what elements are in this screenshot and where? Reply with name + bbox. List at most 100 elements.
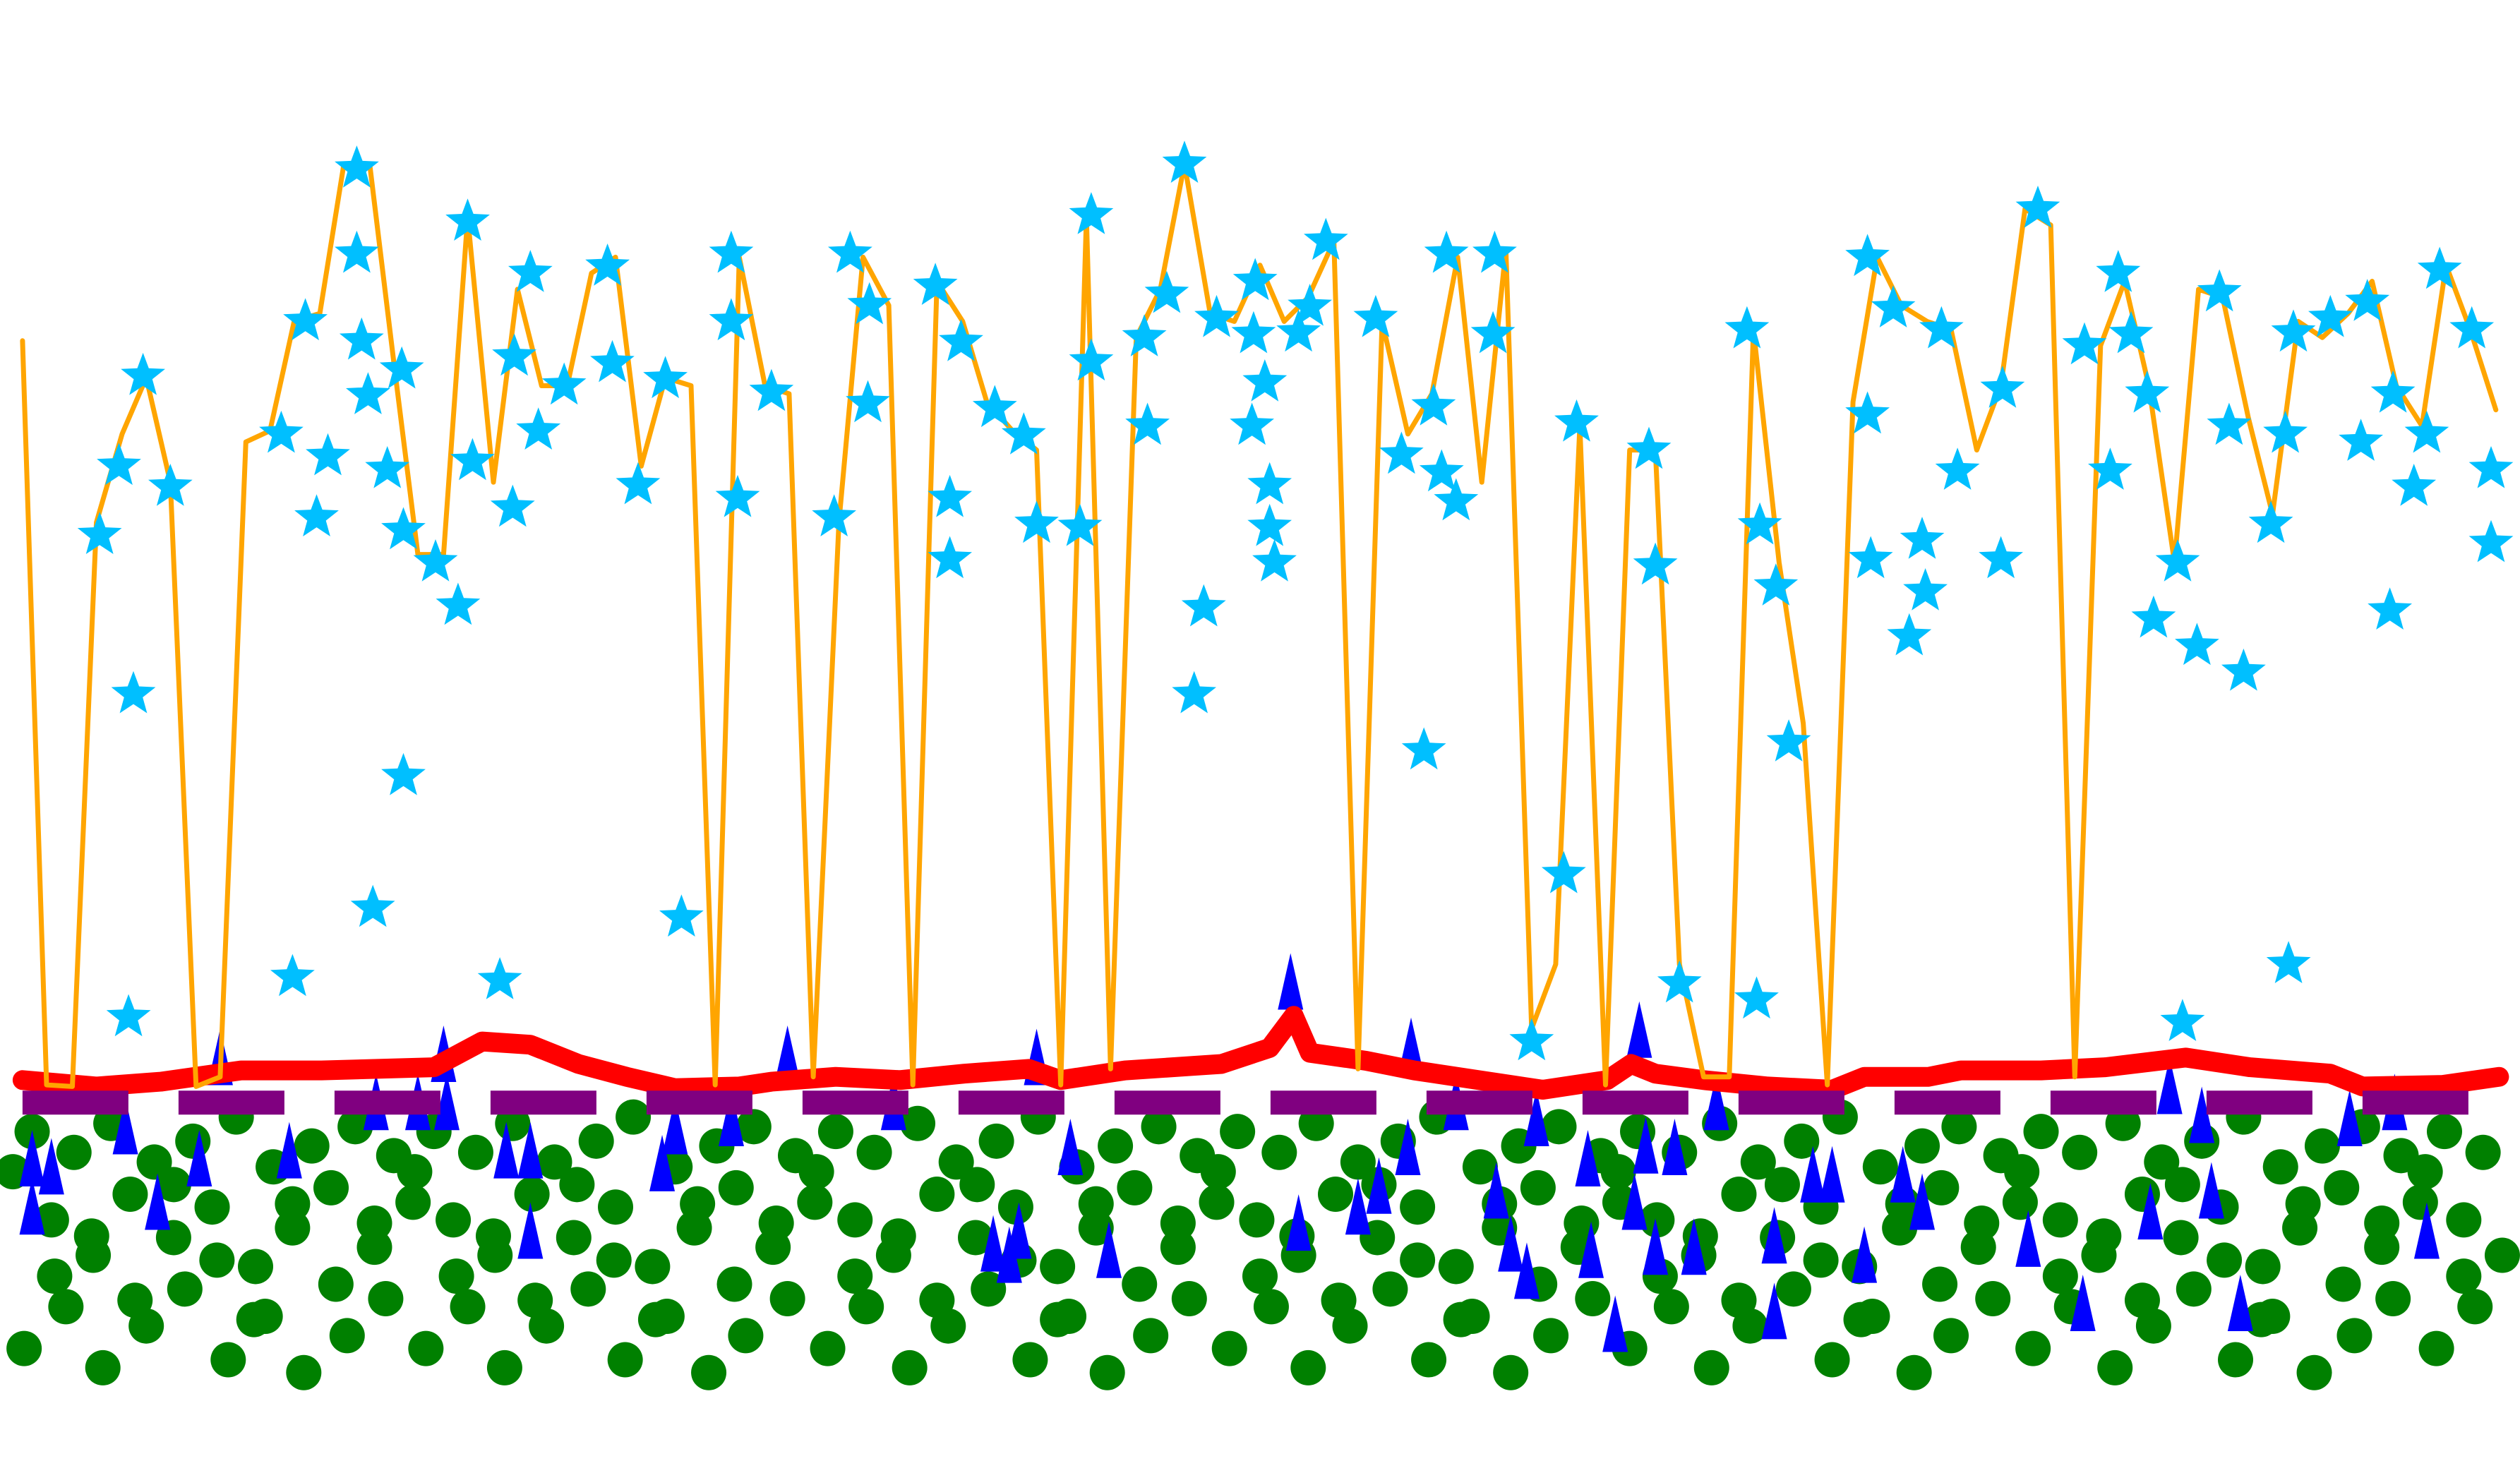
triangle-point xyxy=(1819,1146,1845,1203)
star-point xyxy=(1172,671,1216,714)
star-point xyxy=(2160,999,2205,1041)
triangle-point xyxy=(1006,1202,1032,1259)
circle-point xyxy=(1160,1229,1196,1265)
star-point xyxy=(1057,503,1103,546)
circle-point xyxy=(607,1342,643,1378)
star-point xyxy=(1288,284,1332,326)
triangle-point xyxy=(2156,1057,2183,1114)
star-point xyxy=(1304,217,1348,260)
circle-point xyxy=(570,1271,606,1307)
circle-point xyxy=(797,1184,833,1220)
circle-point xyxy=(194,1189,230,1225)
circle-point xyxy=(1261,1134,1297,1170)
circle-point xyxy=(2407,1154,2443,1190)
star-point xyxy=(1509,1018,1554,1061)
star-point xyxy=(77,512,122,554)
circle-point xyxy=(1318,1176,1354,1212)
star-point xyxy=(1979,536,2023,579)
line xyxy=(12,1006,2509,1100)
triangle-point xyxy=(1602,1295,1628,1352)
circle-point xyxy=(1639,1202,1675,1238)
star-point xyxy=(1903,568,1948,611)
circle-point xyxy=(356,1205,392,1241)
circle-point xyxy=(294,1128,330,1164)
circle-point xyxy=(691,1354,727,1390)
star-point xyxy=(97,443,141,486)
triangle-point xyxy=(19,1178,45,1235)
circle-point xyxy=(616,1099,652,1135)
star-point xyxy=(590,339,635,383)
circle-point xyxy=(318,1266,354,1302)
circle-point xyxy=(635,1249,671,1285)
star-point xyxy=(1069,192,1114,234)
star-point xyxy=(1122,314,1167,356)
star-point xyxy=(111,671,156,714)
circle-point xyxy=(2418,1330,2454,1366)
star-point xyxy=(270,954,315,997)
star-point xyxy=(2449,306,2495,349)
circle-point xyxy=(1862,1149,1898,1185)
triangle-point xyxy=(980,1215,1007,1272)
circle-point xyxy=(2015,1330,2051,1366)
circle-point xyxy=(2004,1154,2040,1190)
star-point xyxy=(379,346,424,389)
triangle-point xyxy=(433,1074,460,1131)
star-point xyxy=(2263,410,2308,453)
star-point xyxy=(1419,449,1464,492)
star-point xyxy=(335,230,379,273)
star-point xyxy=(1657,960,1702,1003)
circle-point xyxy=(2144,1144,2180,1180)
star-point xyxy=(715,474,760,517)
circle-point xyxy=(368,1281,404,1316)
circle-point xyxy=(1411,1342,1447,1378)
star-point xyxy=(490,484,535,527)
circle-point xyxy=(1400,1242,1436,1278)
star-point xyxy=(2175,623,2219,666)
circle-point xyxy=(514,1176,550,1212)
circle-point xyxy=(1575,1281,1611,1316)
circle-point xyxy=(1493,1354,1529,1390)
triangle-point xyxy=(493,1122,520,1179)
circle-point xyxy=(438,1258,474,1294)
circle-point xyxy=(919,1176,955,1212)
star-point xyxy=(2468,446,2514,488)
circle-point xyxy=(1078,1186,1114,1222)
circle-point xyxy=(1924,1170,1960,1206)
circle-point xyxy=(2426,1114,2462,1150)
circle-point xyxy=(716,1266,752,1302)
star-point xyxy=(2155,539,2200,582)
circle-point xyxy=(1089,1354,1125,1390)
star-point xyxy=(1470,311,1516,354)
circle-point xyxy=(596,1242,632,1278)
star-point xyxy=(335,145,379,188)
star-point xyxy=(106,994,151,1037)
circle-point xyxy=(1372,1271,1408,1307)
star-point xyxy=(350,884,395,927)
circle-point xyxy=(1012,1342,1048,1378)
star-point xyxy=(749,368,794,411)
circle-point xyxy=(1933,1318,1969,1354)
circle-point xyxy=(1438,1249,1474,1285)
circle-point xyxy=(6,1330,42,1366)
triangle-point xyxy=(662,1098,688,1155)
triangle-point xyxy=(1662,1119,1688,1176)
circle-point xyxy=(1040,1301,1076,1337)
circle-point xyxy=(56,1134,92,1170)
star-point xyxy=(972,385,1017,428)
triangle-point xyxy=(517,1202,544,1259)
circle-point xyxy=(356,1229,392,1265)
star-point xyxy=(365,446,410,488)
star-point xyxy=(2015,186,2060,228)
star-point xyxy=(413,539,458,582)
star-point xyxy=(2248,500,2293,543)
star-point xyxy=(2131,595,2176,638)
circle-point xyxy=(900,1105,936,1141)
circle-point xyxy=(2484,1237,2520,1273)
star-point xyxy=(643,356,688,399)
star-point xyxy=(2339,419,2383,461)
star-point xyxy=(346,372,390,414)
star-point xyxy=(847,282,892,325)
circle-point xyxy=(2176,1271,2212,1307)
star-point xyxy=(1276,309,1321,352)
circle-point xyxy=(1784,1123,1820,1159)
